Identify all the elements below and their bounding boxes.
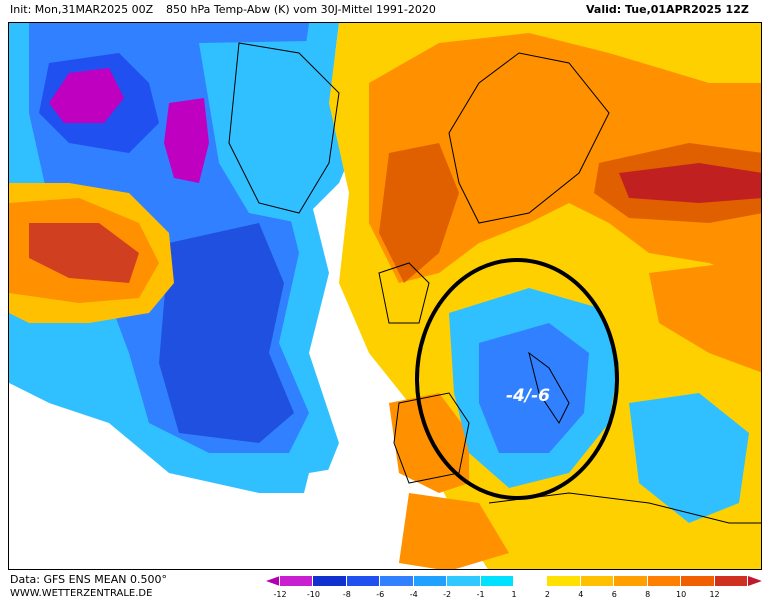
legend-tick-label: 6: [611, 590, 617, 599]
legend-swatch: [748, 576, 762, 586]
warm-region-black-sea: [649, 263, 761, 373]
iberia-coastline: [393, 392, 470, 484]
legend-tick-label: -12: [273, 590, 287, 599]
legend-tick-label: -4: [409, 590, 418, 599]
legend-swatch: [681, 576, 715, 586]
legend-tick-label: -6: [376, 590, 385, 599]
legend-tick-label: 8: [645, 590, 651, 599]
map-canvas: -4/-6: [9, 23, 761, 569]
legend-swatch: [514, 576, 548, 586]
legend-swatch: [380, 576, 414, 586]
legend-tick-label: 4: [578, 590, 584, 599]
footer-bar: Data: GFS ENS MEAN 0.500° WWW.WETTERZENT…: [0, 570, 776, 604]
legend-tick-label: 12: [709, 590, 720, 599]
map-title: 850 hPa Temp-Abw (K) vom 30J-Mittel 1991…: [166, 3, 436, 16]
british-isles-coastline: [378, 262, 430, 324]
greenland-coastline: [228, 42, 340, 214]
legend-swatch: [266, 576, 280, 586]
init-label: Init: Mon,31MAR2025 00Z: [10, 3, 154, 16]
legend-swatch: [480, 576, 514, 586]
italy-coastline: [528, 351, 570, 424]
cold-region-greenland: [199, 41, 369, 223]
legend-swatch: [447, 576, 481, 586]
legend-tick-label: -10: [306, 590, 320, 599]
north-africa-coastline: [488, 492, 761, 524]
legend-swatch: [547, 576, 581, 586]
site-label: WWW.WETTERZENTRALE.DE: [10, 588, 153, 599]
cold-core-mediterranean: [479, 323, 589, 453]
anomaly-map: -4/-6: [8, 22, 762, 570]
neutral-region-azores: [299, 463, 399, 543]
legend-tick-label: -1: [476, 590, 485, 599]
scandinavia-coastline: [448, 52, 610, 224]
warm-core-canada: [29, 223, 139, 283]
cold-core-atlantic: [159, 223, 294, 443]
anomaly-purple-baffin: [164, 98, 209, 183]
highlight-ellipse: [415, 258, 619, 500]
legend-swatch: [280, 576, 314, 586]
legend-tick-label: 1: [511, 590, 517, 599]
legend-swatch: [346, 576, 381, 586]
anomaly-purple-west: [49, 68, 124, 123]
legend-tick-label: 2: [544, 590, 550, 599]
warm-core-russia: [619, 163, 761, 203]
legend-swatch: [614, 576, 648, 586]
cold-region-east-med: [629, 393, 749, 523]
color-legend: [266, 576, 762, 586]
data-source-label: Data: GFS ENS MEAN 0.500°: [10, 573, 167, 586]
warm-core-atlantic: [379, 143, 459, 283]
legend-swatch: [647, 576, 682, 586]
warm-region-scandinavia: [369, 33, 761, 283]
legend-swatch: [580, 576, 615, 586]
legend-tick-label: -8: [342, 590, 351, 599]
valid-label: Valid: Tue,01APR2025 12Z: [586, 3, 749, 16]
legend-swatch: [413, 576, 448, 586]
header-bar: Init: Mon,31MAR2025 00Z 850 hPa Temp-Abw…: [0, 0, 776, 22]
anomaly-annotation: -4/-6: [506, 386, 550, 406]
legend-swatch: [313, 576, 347, 586]
neutral-region-southwest: [9, 383, 109, 503]
legend-tick-label: 10: [676, 590, 687, 599]
legend-swatch: [714, 576, 748, 586]
warm-region-morocco: [399, 493, 509, 569]
legend-tick-label: -2: [443, 590, 452, 599]
